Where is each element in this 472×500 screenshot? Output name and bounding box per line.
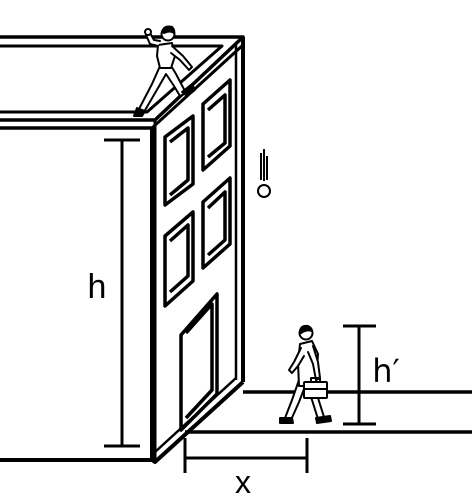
- h-label-bg: [82, 266, 112, 304]
- ball: [257, 184, 271, 198]
- shoe: [315, 415, 332, 424]
- roof-parapet-inner: [0, 44, 224, 114]
- door-inner: [184, 302, 214, 420]
- window: [163, 210, 195, 308]
- window: [206, 190, 227, 257]
- shoe: [181, 83, 196, 97]
- building-base: [0, 380, 245, 464]
- hair: [161, 25, 176, 34]
- distance-x-dimension: [183, 438, 309, 473]
- falling-ball-icon: [257, 149, 271, 198]
- door-frame: [179, 292, 219, 432]
- window: [201, 78, 232, 172]
- window: [168, 223, 190, 294]
- arm: [288, 347, 305, 374]
- window: [163, 114, 195, 207]
- roof-slant: [150, 43, 245, 130]
- hand: [144, 28, 152, 36]
- building: [0, 35, 245, 464]
- window: [168, 126, 190, 197]
- shoe: [279, 417, 294, 424]
- door: [179, 292, 219, 432]
- legs: [138, 63, 187, 113]
- h-label: h: [88, 268, 107, 306]
- torso: [156, 42, 176, 69]
- roof-parapet-outer: [0, 35, 245, 122]
- height-h-dimension: [104, 138, 140, 448]
- h-prime-label: h′: [372, 352, 400, 390]
- shoe: [133, 107, 146, 117]
- hair: [299, 324, 313, 334]
- window: [201, 176, 232, 270]
- briefcase-handle: [310, 377, 321, 383]
- windows: [163, 78, 232, 308]
- businessman-with-briefcase-icon: [279, 324, 332, 424]
- person-on-roof-icon: [133, 25, 196, 117]
- x-label: x: [235, 464, 251, 500]
- arm: [170, 45, 193, 71]
- window: [206, 93, 227, 159]
- height-h-prime-dimension: [343, 324, 376, 426]
